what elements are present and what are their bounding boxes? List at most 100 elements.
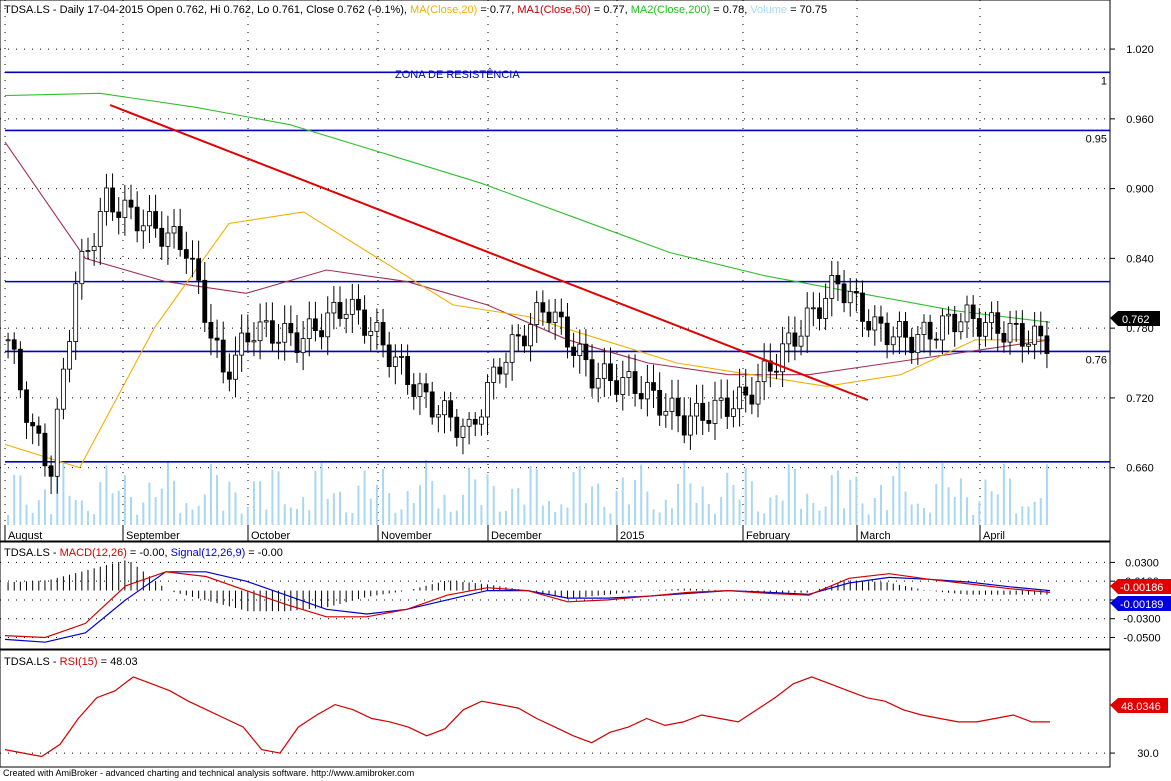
volume-bar bbox=[31, 512, 34, 525]
candle-body bbox=[472, 418, 478, 425]
candle-body bbox=[79, 250, 85, 285]
volume-bar bbox=[910, 504, 913, 525]
candle-body bbox=[829, 275, 835, 299]
candle-body bbox=[872, 316, 878, 331]
volume-bar bbox=[843, 508, 846, 525]
candle-body bbox=[669, 397, 675, 412]
candle-body bbox=[454, 416, 460, 438]
x-tick-label: October bbox=[251, 530, 290, 542]
volume-bar bbox=[148, 482, 151, 525]
svg-text:-0.00186: -0.00186 bbox=[1120, 582, 1163, 594]
volume-bar bbox=[123, 475, 126, 525]
volume-bar bbox=[166, 461, 169, 525]
volume-bar bbox=[234, 492, 237, 525]
volume-bar bbox=[400, 509, 403, 525]
candle-body bbox=[208, 321, 214, 339]
candle-body bbox=[601, 363, 607, 379]
candle-body bbox=[190, 257, 195, 260]
volume-bar bbox=[529, 465, 532, 525]
volume-bar bbox=[332, 493, 335, 525]
candle-body bbox=[675, 397, 681, 417]
volume-bar bbox=[443, 494, 446, 525]
volume-bar bbox=[283, 504, 286, 525]
candle-body bbox=[245, 332, 251, 343]
candle-body bbox=[915, 334, 921, 354]
candle-body bbox=[595, 378, 601, 389]
volume-bar bbox=[984, 479, 987, 525]
candle-body bbox=[860, 292, 865, 322]
volume-bar bbox=[720, 497, 723, 525]
candle-body bbox=[817, 307, 822, 319]
candle-body bbox=[226, 371, 232, 380]
volume-bar bbox=[86, 510, 89, 525]
volume-bar bbox=[560, 504, 563, 525]
candle-body bbox=[964, 304, 970, 323]
candle-body bbox=[1007, 322, 1013, 343]
volume-bar bbox=[56, 472, 59, 525]
volume-bar bbox=[867, 514, 870, 525]
volume-bar bbox=[173, 480, 176, 525]
candle-body bbox=[48, 465, 54, 477]
x-tick-label: September bbox=[126, 530, 180, 542]
volume-bar bbox=[873, 497, 876, 525]
volume-bar bbox=[209, 463, 212, 525]
candle-body bbox=[534, 302, 540, 325]
candle-body bbox=[614, 380, 620, 395]
candle-body bbox=[24, 389, 29, 423]
moving-average-lines bbox=[4, 92, 1051, 469]
candle-body bbox=[700, 402, 706, 421]
volume-bar bbox=[541, 505, 544, 525]
candle-body bbox=[104, 187, 109, 212]
volume-bar bbox=[418, 485, 421, 525]
volume-bar bbox=[603, 506, 606, 525]
macd-title: TDSA.LS - MACD(12,26) = -0.00, Signal(12… bbox=[4, 547, 283, 559]
volume-bar bbox=[431, 481, 434, 525]
level-label: 0.95 bbox=[1086, 133, 1107, 145]
volume-bar bbox=[959, 478, 962, 525]
volume-bar bbox=[185, 503, 188, 525]
candle-body bbox=[503, 361, 509, 375]
volume-bar bbox=[93, 514, 96, 525]
macd-line bbox=[4, 571, 1051, 639]
candle-body bbox=[552, 311, 558, 323]
volume-bar bbox=[80, 500, 83, 525]
candle-body bbox=[706, 420, 712, 424]
candle-body bbox=[429, 391, 435, 418]
volume-bar bbox=[916, 503, 919, 525]
candle-body bbox=[866, 321, 872, 331]
volume-bar bbox=[406, 491, 409, 525]
candle-body bbox=[448, 400, 454, 418]
volume-bar bbox=[308, 510, 311, 525]
volume-bar bbox=[707, 503, 710, 525]
candle-body bbox=[159, 227, 165, 247]
volume-bar bbox=[1002, 463, 1005, 525]
candle-body bbox=[958, 321, 964, 333]
candle-body bbox=[110, 187, 115, 213]
volume-bar bbox=[474, 479, 477, 525]
volume-bar bbox=[849, 479, 852, 525]
volume-bar bbox=[640, 464, 643, 525]
volume-bar bbox=[37, 500, 40, 525]
x-tick-label: August bbox=[8, 530, 42, 542]
volume-bar bbox=[449, 511, 452, 525]
candle-body bbox=[620, 377, 626, 395]
candle-body bbox=[380, 322, 386, 346]
volume-bar bbox=[511, 488, 514, 525]
candle-body bbox=[903, 321, 908, 338]
candle-body bbox=[269, 320, 275, 344]
candle-body bbox=[558, 311, 564, 318]
volume-bar bbox=[535, 469, 538, 525]
volume-bar bbox=[646, 491, 649, 525]
candle-body bbox=[251, 340, 257, 343]
volume-bar bbox=[74, 499, 77, 525]
candle-body bbox=[282, 323, 288, 343]
candle-body bbox=[589, 359, 595, 389]
volume-bar bbox=[351, 512, 354, 525]
volume-bar bbox=[1033, 501, 1036, 525]
y-tick-label: 1.020 bbox=[1126, 44, 1154, 56]
candle-body bbox=[933, 338, 939, 341]
volume-bar bbox=[271, 469, 274, 525]
volume-bar bbox=[13, 474, 16, 525]
volume-bar bbox=[591, 486, 594, 525]
candle-body bbox=[626, 371, 632, 378]
